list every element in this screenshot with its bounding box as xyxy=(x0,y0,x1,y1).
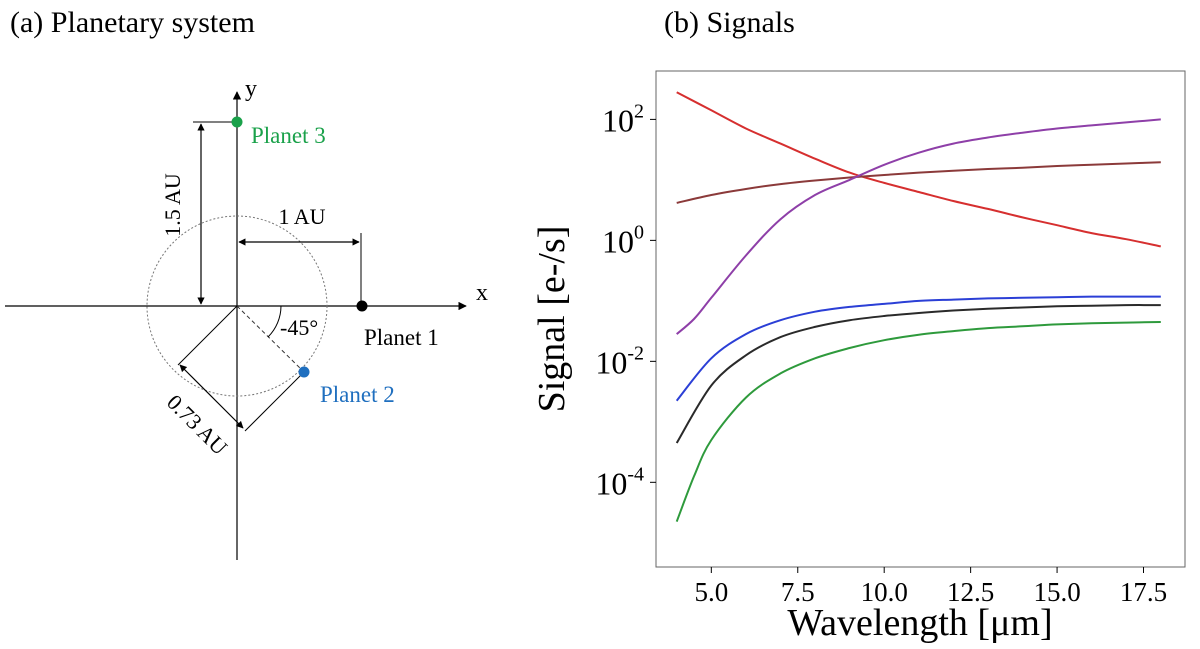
plot-frame xyxy=(655,70,1186,568)
x-tick-label: 17.5 xyxy=(1120,577,1167,607)
y-axis-title: Signal [e-/s] xyxy=(531,226,573,413)
x-tick-label: 15.0 xyxy=(1033,577,1080,607)
series-line-4 xyxy=(675,295,1161,402)
dim-073-ext1 xyxy=(177,305,238,366)
x-tick-label: 5.0 xyxy=(694,577,728,607)
angle-line xyxy=(236,305,305,373)
chart-title: (b) Signals xyxy=(664,6,795,39)
series-line-5 xyxy=(675,304,1161,444)
dim-073-arrow xyxy=(179,364,244,429)
series-line-6 xyxy=(675,321,1161,522)
panel-a: (a) Planetary system x y -45° 1.5 AU 1 A… xyxy=(5,6,488,560)
angle-label: -45° xyxy=(280,315,318,340)
series-layer xyxy=(675,91,1162,522)
planet-1-label: Planet 1 xyxy=(364,325,439,350)
dim-15-label: 1.5 AU xyxy=(160,173,185,237)
y-tick-label: 10-4 xyxy=(595,463,644,501)
series-line-1 xyxy=(676,91,1162,248)
dim-073-label: 0.73 AU xyxy=(162,389,232,459)
x-ticks: 5.0 7.5 10.0 12.5 15.0 17.5 xyxy=(694,567,1167,607)
y-ticks: 102 100 10-2 10-4 xyxy=(595,100,656,501)
dim-073-ext2 xyxy=(244,371,305,432)
dim-1-label: 1 AU xyxy=(278,204,325,229)
angle-arc xyxy=(267,305,282,338)
panel-b: (b) Signals 5.0 7.5 10.0 12.5 15.0 17.5 10210… xyxy=(531,6,1186,644)
y-tick-label: 100 xyxy=(602,221,644,259)
planet-1-marker xyxy=(356,300,368,312)
planet-2-marker xyxy=(298,366,310,378)
panel-a-title: (a) Planetary system xyxy=(10,6,255,39)
y-tick-label: 102 xyxy=(602,100,644,138)
series-line-2 xyxy=(676,161,1161,204)
y-axis-label: y xyxy=(245,76,257,102)
y-tick-label: 10-2 xyxy=(595,342,644,380)
x-tick-label: 7.5 xyxy=(781,577,815,607)
planet-2-label: Planet 2 xyxy=(320,382,395,407)
x-axis-label: x xyxy=(476,280,488,306)
x-axis-title: Wavelength [μm] xyxy=(787,602,1052,644)
x-tick-label: 10.0 xyxy=(861,577,908,607)
series-line-3 xyxy=(676,118,1161,335)
x-tick-label: 12.5 xyxy=(947,577,994,607)
planet-3-marker xyxy=(231,116,243,128)
planet-3-label: Planet 3 xyxy=(251,123,326,148)
